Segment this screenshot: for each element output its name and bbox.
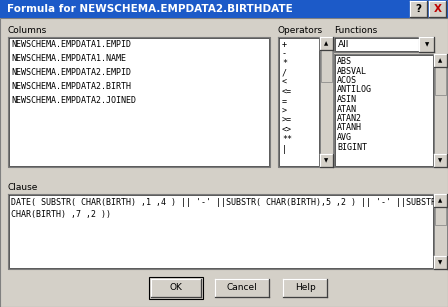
- Bar: [334, 54, 434, 167]
- Bar: [0, 0, 448, 18]
- Text: <>: <>: [282, 126, 292, 134]
- Bar: [435, 207, 446, 225]
- Text: NEWSCHEMA.EMPDATA2.EMPID: NEWSCHEMA.EMPDATA2.EMPID: [11, 68, 131, 77]
- Bar: [215, 279, 269, 297]
- Text: /: /: [282, 68, 287, 77]
- Text: <=: <=: [282, 87, 292, 96]
- Bar: [8, 37, 270, 167]
- Text: ABSVAL: ABSVAL: [337, 67, 367, 76]
- Text: Clause: Clause: [8, 183, 39, 192]
- Bar: [434, 54, 447, 67]
- Text: Cancel: Cancel: [227, 283, 257, 293]
- Bar: [320, 154, 333, 167]
- Bar: [8, 194, 434, 269]
- Text: |: |: [282, 145, 287, 154]
- Text: *: *: [282, 59, 287, 68]
- Text: ATAN: ATAN: [337, 104, 357, 114]
- Text: **: **: [282, 135, 292, 144]
- Text: AVG: AVG: [337, 133, 352, 142]
- Bar: [410, 1, 427, 17]
- Bar: [434, 54, 447, 167]
- Text: ACOS: ACOS: [337, 76, 357, 85]
- Text: ▲: ▲: [439, 198, 443, 203]
- Text: ABS: ABS: [337, 57, 352, 66]
- Text: X: X: [434, 4, 441, 14]
- Bar: [434, 194, 447, 269]
- Text: ATANH: ATANH: [337, 123, 362, 133]
- Text: OK: OK: [169, 283, 182, 293]
- Text: ▼: ▼: [439, 260, 443, 265]
- Text: Operators: Operators: [278, 26, 323, 35]
- Text: ▼: ▼: [324, 158, 329, 163]
- Text: ▼: ▼: [439, 158, 443, 163]
- Text: BIGINT: BIGINT: [337, 142, 367, 151]
- Bar: [283, 279, 327, 297]
- Text: ANTILOG: ANTILOG: [337, 86, 372, 95]
- Text: ▲: ▲: [324, 41, 329, 46]
- Bar: [419, 37, 434, 52]
- Text: NEWSCHEMA.EMPDATA2.BIRTH: NEWSCHEMA.EMPDATA2.BIRTH: [11, 82, 131, 91]
- Text: ▲: ▲: [439, 58, 443, 63]
- Text: <: <: [282, 78, 287, 87]
- Bar: [278, 37, 320, 167]
- Text: ASIN: ASIN: [337, 95, 357, 104]
- Bar: [434, 154, 447, 167]
- Text: +: +: [282, 40, 287, 49]
- Text: ?: ?: [415, 4, 422, 14]
- Bar: [429, 1, 446, 17]
- Bar: [434, 194, 447, 207]
- Bar: [151, 279, 201, 297]
- Text: NEWSCHEMA.EMPDATA1.EMPID: NEWSCHEMA.EMPDATA1.EMPID: [11, 40, 131, 49]
- Text: -: -: [282, 49, 287, 59]
- Text: >: >: [282, 107, 287, 115]
- Text: DATE( SUBSTR( CHAR(BIRTH) ,1 ,4 ) || '-' ||SUBSTR( CHAR(BIRTH),5 ,2 ) || '-' ||S: DATE( SUBSTR( CHAR(BIRTH) ,1 ,4 ) || '-'…: [11, 198, 441, 207]
- Text: >=: >=: [282, 116, 292, 125]
- Bar: [320, 37, 333, 167]
- Bar: [149, 277, 203, 299]
- Text: All: All: [338, 40, 349, 49]
- Text: Columns: Columns: [8, 26, 47, 35]
- Text: Formula for NEWSCHEMA.EMPDATA2.BIRTHDATE: Formula for NEWSCHEMA.EMPDATA2.BIRTHDATE: [7, 4, 293, 14]
- Text: ▼: ▼: [425, 42, 429, 47]
- Text: NEWSCHEMA.EMPDATA2.JOINED: NEWSCHEMA.EMPDATA2.JOINED: [11, 96, 136, 105]
- Text: Functions: Functions: [334, 26, 377, 35]
- Bar: [435, 67, 446, 95]
- Bar: [434, 256, 447, 269]
- Text: NEWSCHEMA.EMPDATA1.NAME: NEWSCHEMA.EMPDATA1.NAME: [11, 54, 126, 63]
- Text: =: =: [282, 97, 287, 106]
- Text: Help: Help: [295, 283, 315, 293]
- Bar: [321, 50, 332, 82]
- Bar: [320, 37, 333, 50]
- Bar: [334, 37, 434, 52]
- Text: ATAN2: ATAN2: [337, 114, 362, 123]
- Text: CHAR(BIRTH) ,7 ,2 )): CHAR(BIRTH) ,7 ,2 )): [11, 210, 111, 219]
